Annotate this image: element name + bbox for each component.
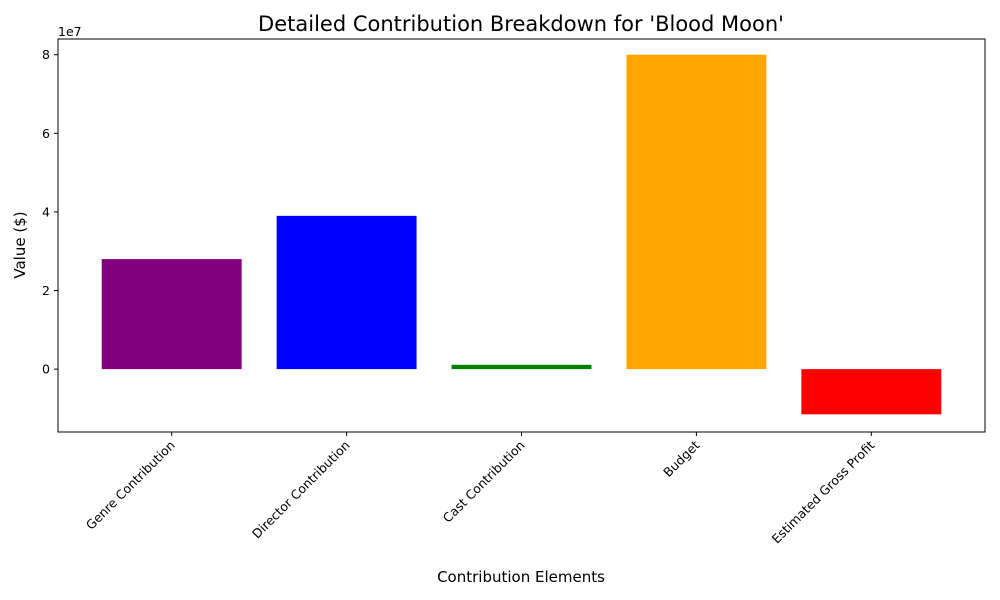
bars-group (101, 54, 942, 415)
bar-genre-contribution (101, 259, 242, 370)
x-tick-label: Estimated Gross Profit (769, 437, 878, 546)
bar-director-contribution (276, 215, 417, 370)
x-tick-label: Genre Contribution (83, 438, 178, 533)
y-axis-ticks: 0 2 4 6 8 (42, 47, 58, 377)
y-axis-label: Value ($) (11, 211, 29, 278)
y-tick-label: 6 (42, 126, 50, 141)
bar-estimated-gross-profit (801, 369, 942, 415)
x-tick-label: Cast Contribution (440, 438, 528, 526)
x-axis-label: Contribution Elements (437, 568, 605, 586)
y-tick-label: 2 (42, 283, 50, 298)
y-tick-label: 4 (42, 204, 50, 219)
bar-cast-contribution (451, 364, 592, 370)
y-tick-label: 0 (42, 362, 50, 377)
chart-title: Detailed Contribution Breakdown for 'Blo… (258, 12, 784, 36)
y-tick-label: 8 (42, 47, 50, 62)
bar-budget (626, 54, 767, 370)
y-axis-offset-label: 1e7 (58, 24, 82, 39)
x-axis-ticks: Genre Contribution Director Contribution C… (83, 432, 878, 546)
x-tick-label: Director Contribution (249, 438, 353, 542)
x-tick-label: Budget (660, 437, 702, 479)
